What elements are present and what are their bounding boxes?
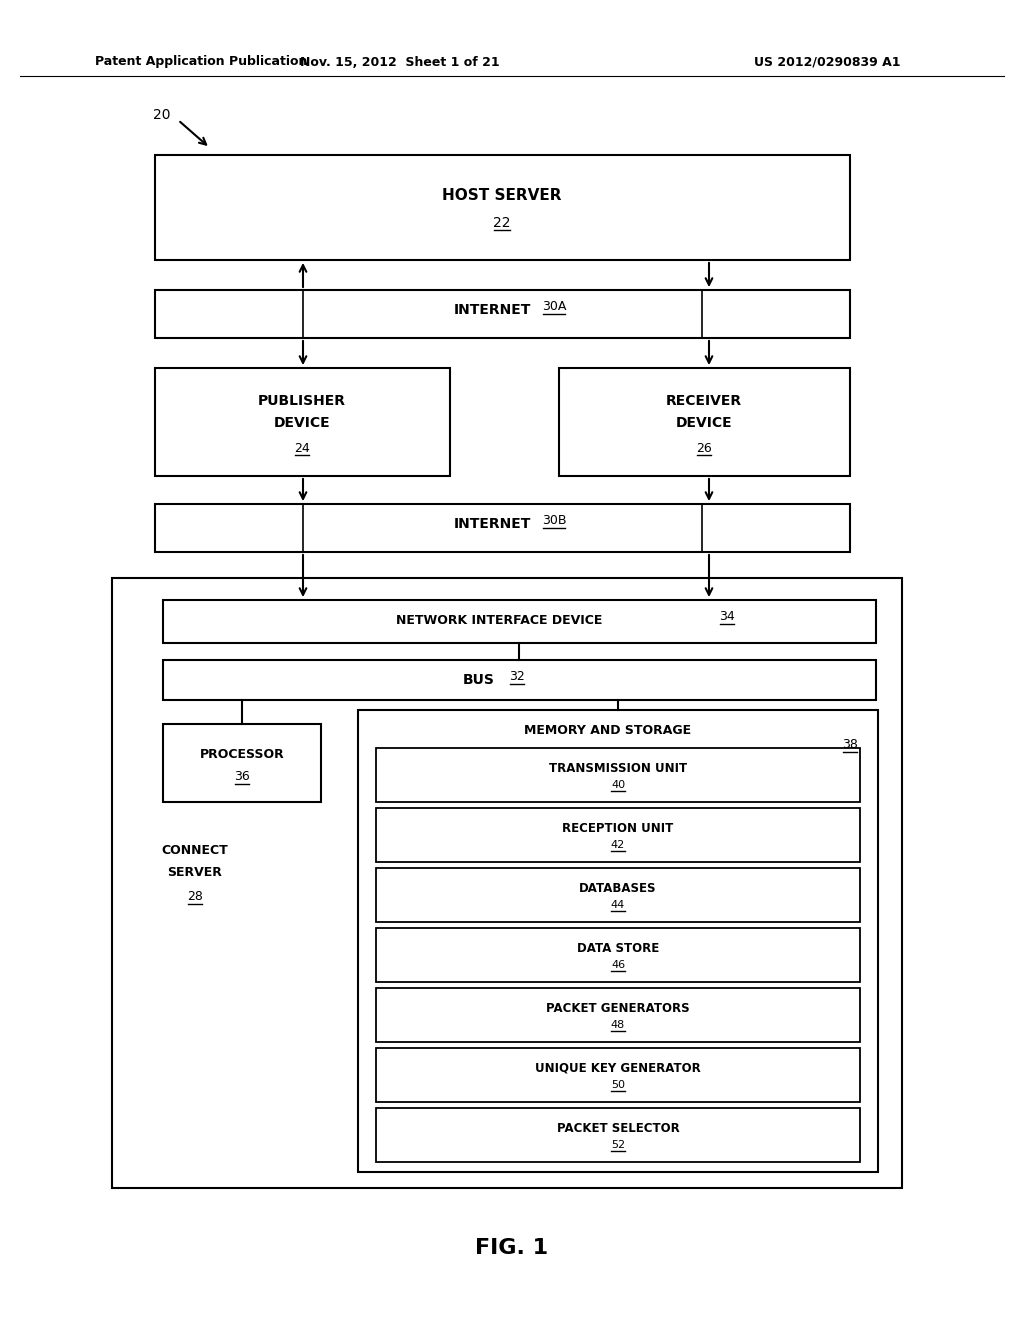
Text: 40: 40 xyxy=(611,780,625,789)
Bar xyxy=(559,368,850,477)
Text: PACKET GENERATORS: PACKET GENERATORS xyxy=(546,1002,690,1015)
Text: NETWORK INTERFACE DEVICE: NETWORK INTERFACE DEVICE xyxy=(396,614,602,627)
Bar xyxy=(376,808,860,862)
Text: 34: 34 xyxy=(719,610,735,623)
Text: MEMORY AND STORAGE: MEMORY AND STORAGE xyxy=(524,723,691,737)
Bar xyxy=(376,869,860,921)
Text: 42: 42 xyxy=(611,840,625,850)
Bar xyxy=(376,1048,860,1102)
Text: 30B: 30B xyxy=(542,515,566,528)
Text: 28: 28 xyxy=(187,890,203,903)
Text: US 2012/0290839 A1: US 2012/0290839 A1 xyxy=(754,55,900,69)
Bar xyxy=(376,1107,860,1162)
Text: 50: 50 xyxy=(611,1080,625,1090)
Text: 44: 44 xyxy=(611,900,625,909)
Text: CONNECT: CONNECT xyxy=(162,843,228,857)
Bar xyxy=(163,601,876,643)
Text: 22: 22 xyxy=(494,216,511,230)
Text: SERVER: SERVER xyxy=(168,866,222,879)
Text: RECEPTION UNIT: RECEPTION UNIT xyxy=(562,821,674,834)
Text: PACKET SELECTOR: PACKET SELECTOR xyxy=(557,1122,679,1134)
Text: INTERNET: INTERNET xyxy=(454,517,530,531)
Text: Patent Application Publication: Patent Application Publication xyxy=(95,55,307,69)
Text: HOST SERVER: HOST SERVER xyxy=(442,187,562,202)
Bar xyxy=(155,290,850,338)
Text: DATABASES: DATABASES xyxy=(580,882,656,895)
Bar xyxy=(376,928,860,982)
Text: RECEIVER: RECEIVER xyxy=(666,393,742,408)
Text: 26: 26 xyxy=(696,441,712,454)
Text: INTERNET: INTERNET xyxy=(454,304,530,317)
Text: BUS: BUS xyxy=(463,673,495,686)
Bar xyxy=(376,748,860,803)
Text: 46: 46 xyxy=(611,960,625,970)
Text: Nov. 15, 2012  Sheet 1 of 21: Nov. 15, 2012 Sheet 1 of 21 xyxy=(300,55,500,69)
Text: DEVICE: DEVICE xyxy=(676,416,732,430)
Bar xyxy=(112,578,902,1188)
Bar xyxy=(163,660,876,700)
Bar xyxy=(376,987,860,1041)
Text: 38: 38 xyxy=(842,738,858,751)
Text: FIG. 1: FIG. 1 xyxy=(475,1238,549,1258)
Text: PROCESSOR: PROCESSOR xyxy=(200,747,285,760)
Bar xyxy=(358,710,878,1172)
Text: TRANSMISSION UNIT: TRANSMISSION UNIT xyxy=(549,762,687,775)
Text: PUBLISHER: PUBLISHER xyxy=(258,393,346,408)
Bar xyxy=(155,368,450,477)
Text: 20: 20 xyxy=(154,108,171,121)
Text: DATA STORE: DATA STORE xyxy=(577,941,659,954)
Bar xyxy=(163,723,321,803)
Text: 48: 48 xyxy=(611,1020,625,1030)
Text: 36: 36 xyxy=(234,771,250,784)
Text: 30A: 30A xyxy=(542,301,566,314)
Bar xyxy=(155,504,850,552)
Bar xyxy=(155,154,850,260)
Text: 24: 24 xyxy=(294,441,310,454)
Text: DEVICE: DEVICE xyxy=(273,416,331,430)
Text: 52: 52 xyxy=(611,1140,625,1150)
Text: UNIQUE KEY GENERATOR: UNIQUE KEY GENERATOR xyxy=(536,1061,700,1074)
Text: 32: 32 xyxy=(509,671,525,684)
